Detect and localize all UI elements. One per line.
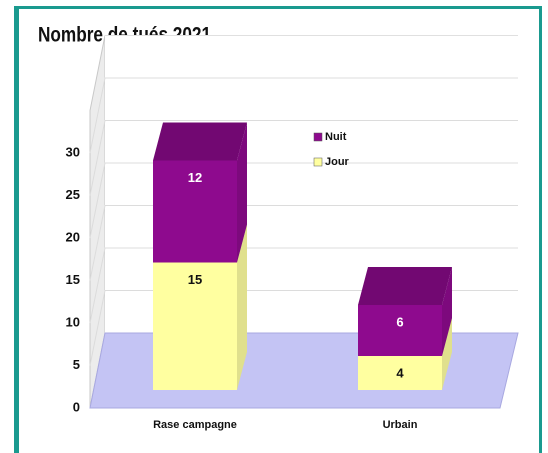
- grid-line: [89, 120, 518, 196]
- y-tick-label: 25: [66, 187, 80, 202]
- y-tick-label: 5: [73, 357, 80, 372]
- bar: [153, 160, 237, 263]
- grid-line: [89, 162, 518, 239]
- frame-right: [539, 6, 542, 453]
- grid-line: [89, 205, 518, 281]
- data-label: 12: [188, 170, 202, 185]
- bar-side: [442, 318, 452, 390]
- y-tick-label: 10: [66, 314, 80, 329]
- frame-top: [14, 6, 542, 9]
- grid-line: [89, 77, 518, 154]
- x-tick-label: Urbain: [383, 419, 418, 431]
- bar-top: [358, 267, 452, 305]
- data-label: 6: [396, 314, 403, 329]
- legend-label: Jour: [325, 156, 350, 168]
- bar-side: [237, 122, 247, 263]
- grid-line: [89, 247, 518, 324]
- bar-side: [442, 267, 452, 356]
- bar: [358, 356, 442, 390]
- legend-swatch: [313, 157, 323, 167]
- x-tick-label: Rase campagne: [153, 419, 237, 431]
- bar: [358, 305, 442, 356]
- y-tick-label: 30: [66, 144, 80, 159]
- y-tick-label: 0: [73, 399, 80, 414]
- data-label: 4: [396, 365, 404, 380]
- y-tick-label: 15: [66, 272, 80, 287]
- legend-swatch: [313, 132, 323, 142]
- legend-label: Nuit: [325, 131, 347, 143]
- data-label: 15: [188, 272, 202, 287]
- bar: [153, 262, 237, 390]
- plot: 0 5 10 15 20 25 30 15 12 Rase campagne 4 6 Urbain Nui…: [66, 35, 519, 431]
- bar-top: [153, 122, 247, 161]
- frame-left: [14, 8, 19, 453]
- bar-side: [237, 224, 247, 390]
- y-tick-label: 20: [66, 229, 80, 244]
